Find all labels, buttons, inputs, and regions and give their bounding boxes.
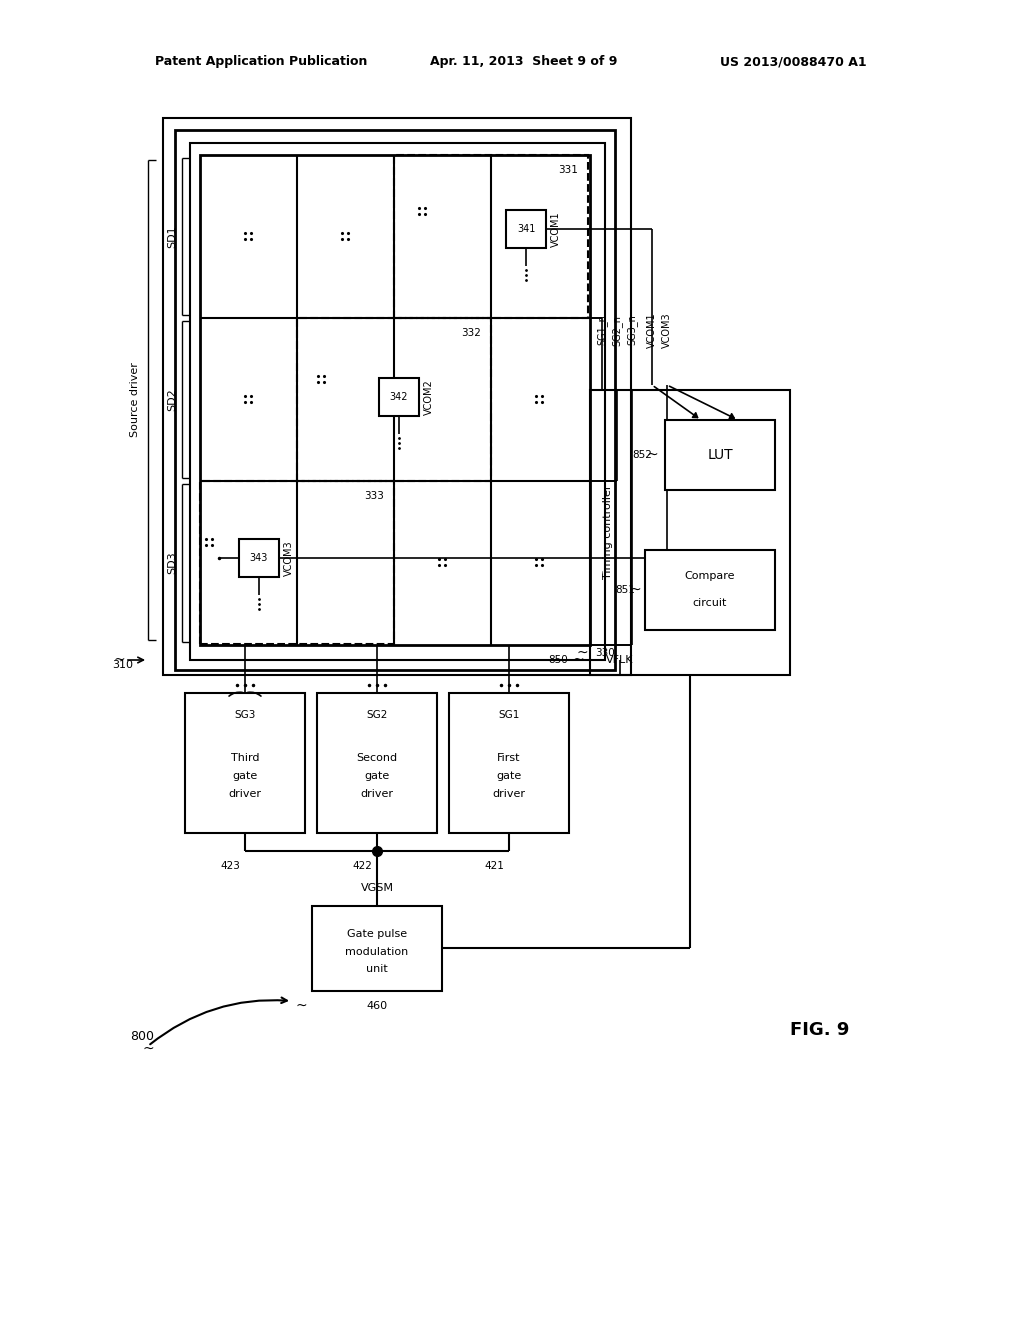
Text: VCOM3: VCOM3 [284,540,294,576]
Text: ~: ~ [295,999,307,1012]
Bar [200,480,394,644]
Text: driver: driver [360,789,393,799]
Text: ~: ~ [142,1041,154,1056]
Text: 423: 423 [220,861,240,871]
Text: VCOM2: VCOM2 [424,379,434,414]
Bar [645,550,775,630]
Text: gate: gate [365,771,389,781]
Text: Compare: Compare [685,572,735,581]
Text: 421: 421 [484,861,504,871]
Text: driver: driver [228,789,261,799]
Text: 332: 332 [461,327,481,338]
Text: SG1_n: SG1_n [597,314,607,346]
Text: SG1: SG1 [499,710,520,719]
Text: US 2013/0088470 A1: US 2013/0088470 A1 [720,55,866,69]
Text: 850: 850 [548,655,568,665]
Text: 331: 331 [558,165,578,176]
Text: First: First [498,752,521,763]
Text: SD1: SD1 [167,226,177,248]
Bar [200,154,590,645]
Bar [163,117,631,675]
Bar [297,318,490,480]
Text: Apr. 11, 2013  Sheet 9 of 9: Apr. 11, 2013 Sheet 9 of 9 [430,55,617,69]
Text: ~: ~ [629,583,641,597]
Text: SD3: SD3 [167,552,177,574]
Bar [175,129,615,671]
Text: VGSM: VGSM [360,883,393,894]
Text: gate: gate [497,771,521,781]
Text: 800: 800 [130,1030,154,1043]
Bar [665,420,775,490]
Text: 333: 333 [365,491,384,502]
Text: Patent Application Publication: Patent Application Publication [155,55,368,69]
Text: SG3_n: SG3_n [627,314,638,346]
Text: Gate pulse: Gate pulse [347,929,408,939]
Text: Timing controller: Timing controller [603,484,613,579]
Bar [590,389,790,675]
Bar [239,539,279,577]
Text: SG2: SG2 [367,710,388,719]
Text: SD2: SD2 [167,388,177,411]
Text: 330: 330 [595,648,614,657]
Text: unit: unit [367,964,388,974]
Bar [185,693,305,833]
Text: Third: Third [230,752,259,763]
Text: 342: 342 [390,392,409,403]
Text: ~: ~ [646,447,657,462]
Text: ~: ~ [572,653,584,667]
Bar [312,906,442,991]
Text: VCOM1: VCOM1 [551,211,561,247]
Bar [394,154,588,318]
Text: modulation: modulation [345,946,409,957]
Text: LUT: LUT [708,447,733,462]
Text: 851: 851 [615,585,635,595]
Text: 460: 460 [367,1001,387,1011]
Text: gate: gate [232,771,258,781]
Text: VCOM1: VCOM1 [647,313,657,347]
Text: ~: ~ [114,653,125,667]
Text: 310: 310 [112,660,133,671]
Text: VFLK: VFLK [606,655,634,665]
Text: driver: driver [493,789,525,799]
Bar [449,693,569,833]
Text: 343: 343 [250,553,268,564]
Text: SG2_n: SG2_n [611,314,623,346]
Bar [317,693,437,833]
Text: circuit: circuit [693,598,727,609]
Text: 422: 422 [352,861,372,871]
Bar [379,378,419,416]
Text: 852: 852 [632,450,652,459]
Text: VCOM3: VCOM3 [662,313,672,347]
Text: 341: 341 [517,224,536,234]
Text: Second: Second [356,752,397,763]
Text: FIG. 9: FIG. 9 [791,1020,850,1039]
Text: SG3: SG3 [234,710,256,719]
Text: ~: ~ [577,645,588,660]
Text: Source driver: Source driver [130,363,140,437]
Bar [506,210,546,248]
Bar [190,143,605,660]
